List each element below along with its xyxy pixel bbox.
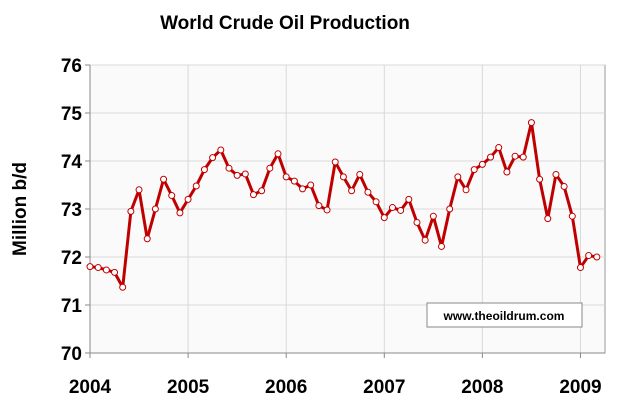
y-tick-label: 73 <box>61 200 82 221</box>
data-point <box>233 171 241 179</box>
data-point <box>593 253 601 261</box>
x-tick-label: 2007 <box>363 377 405 398</box>
data-point <box>209 154 217 162</box>
data-point <box>331 158 339 166</box>
y-tick-label: 72 <box>61 248 82 269</box>
data-point <box>339 173 347 181</box>
data-point <box>200 166 208 174</box>
data-point <box>380 214 388 222</box>
data-point <box>585 252 593 260</box>
data-point <box>192 182 200 190</box>
data-point <box>405 195 413 203</box>
x-tick-label: 2008 <box>461 377 503 398</box>
data-point <box>527 119 535 127</box>
data-point <box>487 153 495 161</box>
data-point <box>470 166 478 174</box>
data-point <box>282 173 290 181</box>
data-point <box>127 207 135 215</box>
watermark-text: www.theoildrum.com <box>443 309 565 323</box>
data-point <box>503 168 511 176</box>
data-point <box>176 209 184 217</box>
y-tick-label: 70 <box>61 344 82 365</box>
data-point <box>86 263 94 271</box>
data-point <box>397 206 405 214</box>
data-point <box>576 264 584 272</box>
data-point <box>184 195 192 203</box>
data-point <box>274 150 282 158</box>
y-tick-label: 74 <box>61 152 83 173</box>
y-tick-label: 76 <box>61 56 82 77</box>
x-tick-label: 2004 <box>69 377 112 398</box>
data-point <box>421 236 429 244</box>
data-point <box>536 175 544 183</box>
data-point <box>266 164 274 172</box>
y-axis-label: Million b/d <box>10 162 31 256</box>
data-point <box>568 212 576 220</box>
data-point <box>225 164 233 172</box>
data-point <box>462 186 470 194</box>
data-point <box>413 218 421 226</box>
data-point <box>356 170 364 178</box>
chart-title: World Crude Oil Production <box>160 13 410 34</box>
data-point <box>249 191 257 199</box>
data-point <box>217 146 225 154</box>
data-point <box>478 160 486 168</box>
y-tick-label: 71 <box>61 296 83 317</box>
data-point <box>511 152 519 160</box>
data-point <box>560 182 568 190</box>
data-point <box>94 264 102 272</box>
data-point <box>348 187 356 195</box>
data-point <box>364 188 372 196</box>
data-point <box>544 215 552 223</box>
data-point <box>160 175 168 183</box>
data-point <box>438 242 446 250</box>
data-point <box>552 170 560 178</box>
data-point <box>258 187 266 195</box>
data-point <box>372 198 380 206</box>
data-point <box>315 202 323 210</box>
data-point <box>446 205 454 213</box>
x-tick-label: 2005 <box>167 377 210 398</box>
data-point <box>388 204 396 212</box>
data-point <box>168 192 176 200</box>
data-point <box>151 205 159 213</box>
data-point <box>143 235 151 243</box>
data-point <box>135 186 143 194</box>
data-point <box>323 206 331 214</box>
x-tick-label: 2006 <box>265 377 307 398</box>
data-point <box>454 173 462 181</box>
x-tick-label: 2009 <box>559 377 601 398</box>
data-point <box>299 185 307 193</box>
data-point <box>290 177 298 185</box>
data-point <box>307 181 315 189</box>
data-point <box>111 268 119 276</box>
data-point <box>429 212 437 220</box>
y-tick-label: 75 <box>61 104 83 125</box>
data-point <box>102 266 110 274</box>
data-point <box>519 153 527 161</box>
data-point <box>119 283 127 291</box>
data-point <box>495 144 503 152</box>
watermark-box: www.theoildrum.com <box>426 302 583 328</box>
data-point <box>241 170 249 178</box>
